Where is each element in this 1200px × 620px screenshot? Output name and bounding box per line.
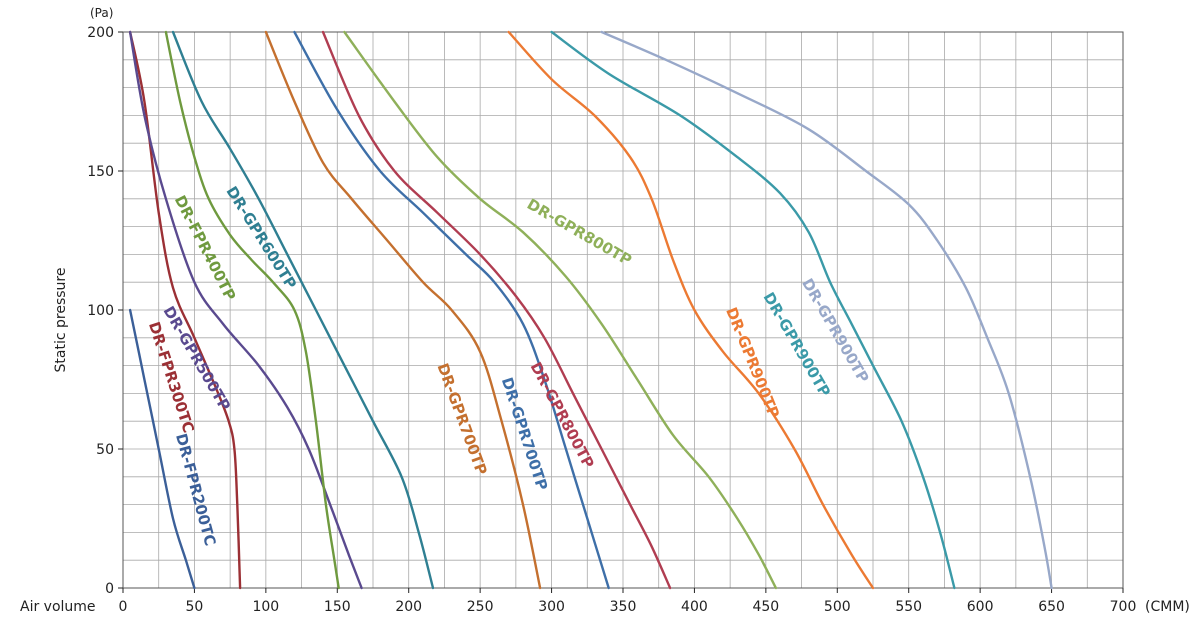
series-line-dr-gpr500tp [128, 30, 363, 590]
x-tick-label: 250 [467, 599, 494, 615]
series-line-dr-gpr900tp [600, 30, 1053, 590]
x-tick-label: 200 [395, 599, 422, 615]
series-label: DR-GPR700TP [434, 361, 491, 478]
y-tick-label: 200 [87, 25, 114, 41]
y-axis-title: Static pressure [53, 268, 69, 373]
x-tick-label: 50 [186, 599, 204, 615]
y-tick-label: 150 [87, 164, 114, 180]
series-lines [128, 30, 1053, 590]
x-tick-label: 450 [752, 599, 779, 615]
series-line-dr-gpr900tp [507, 30, 875, 590]
series-line-dr-gpr700tp [293, 30, 610, 590]
series-line-dr-fpr200tc [128, 308, 196, 590]
x-tick-label: 400 [681, 599, 708, 615]
series-label: DR-GPR800TP [524, 195, 635, 269]
y-tick-label: 0 [105, 581, 114, 597]
x-tick-label: 0 [119, 599, 128, 615]
series-line-dr-gpr600tp [171, 30, 435, 590]
x-tick-label: 600 [967, 599, 994, 615]
series-label: DR-GPR600TP [223, 183, 301, 292]
x-tick-label: 350 [610, 599, 637, 615]
x-tick-label: 100 [252, 599, 279, 615]
x-tick-label: 150 [324, 599, 351, 615]
y-axis-unit: (Pa) [90, 6, 113, 20]
x-axis-title: Air volume [20, 599, 96, 615]
x-tick-label: 500 [824, 599, 851, 615]
grid [122, 31, 1124, 589]
x-tick-label: 550 [895, 599, 922, 615]
series-line-dr-fpr400tp [164, 30, 340, 590]
y-tick-label: 50 [96, 442, 114, 458]
series-line-dr-gpr700tp [264, 30, 542, 590]
series-line-dr-gpr900tp [550, 30, 956, 590]
y-tick-label: 100 [87, 303, 114, 319]
series-line-dr-gpr800tp [343, 30, 778, 590]
series-line-dr-gpr800tp [321, 30, 672, 590]
axes: 0 50 100 150 200 250 300 350 400 450 500 550 600 650 7… [87, 25, 1136, 615]
x-tick-label: 300 [538, 599, 565, 615]
x-tick-label: 650 [1038, 599, 1065, 615]
x-axis-unit: (CMM) [1145, 599, 1190, 615]
x-tick-label: 700 [1110, 599, 1137, 615]
